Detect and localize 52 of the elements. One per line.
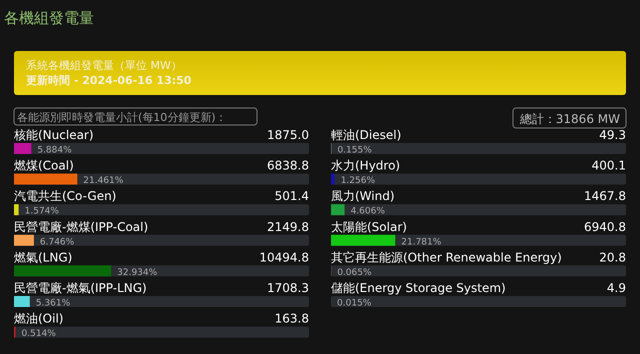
category-label: 儲能(Energy Storage System) (331, 281, 506, 295)
data-label: 1.574% (24, 206, 60, 217)
annotation: 總計：31866 MW (518, 112, 620, 126)
category-label: 燃氣(LNG) (14, 250, 72, 264)
annotation: 49.3 (599, 128, 626, 142)
data-label: 4.606% (350, 206, 386, 217)
data-label: 1.256% (340, 176, 376, 186)
data-label: 32.934% (117, 268, 158, 278)
data-label: 0.065% (337, 268, 372, 278)
bar (14, 204, 19, 216)
category-label: 燃煤(Coal) (14, 158, 74, 173)
chart-subtitle: 系統各機組發電量（單位 MW） (26, 59, 182, 72)
bar (14, 234, 34, 246)
bar (14, 174, 78, 185)
annotation: 各能源別即時發電量小計(每10分鐘更新)： (17, 111, 227, 124)
annotation: 163.8 (274, 312, 309, 326)
data-label: 21.461% (83, 176, 124, 186)
data-label: 0.514% (22, 329, 56, 340)
data-label: 0.155% (337, 146, 372, 156)
annotation: 2149.8 (267, 220, 309, 234)
bar (14, 296, 30, 307)
category-label: 民營電廠-燃氣(IPP-LNG) (14, 281, 147, 295)
bar (331, 204, 345, 216)
annotation: 10494.8 (259, 250, 309, 264)
category-label: 燃油(Oil) (14, 312, 64, 326)
annotation: 6940.8 (584, 220, 626, 234)
chart-title: 各機組發電量 (4, 9, 94, 27)
annotation: 20.8 (599, 250, 626, 264)
annotation: 400.1 (592, 158, 626, 173)
annotation: 1875.0 (267, 128, 309, 142)
category-label: 太陽能(Solar) (331, 220, 407, 234)
data-label: 5.361% (36, 298, 71, 308)
category-label: 汽電共生(Co-Gen) (14, 189, 116, 204)
annotation: 1708.3 (267, 281, 309, 295)
data-label: 21.781% (401, 237, 442, 248)
category-label: 輕油(Diesel) (331, 128, 402, 142)
data-label: 6.746% (40, 237, 75, 248)
data-label: 5.884% (37, 146, 72, 156)
data-label: 0.015% (337, 298, 372, 308)
bar (331, 234, 396, 246)
annotation: 4.9 (606, 281, 626, 295)
text: 更新時間 - 2024-06-16 13:50 (26, 74, 192, 87)
annotation: 6838.8 (267, 158, 309, 173)
category-label: 其它再生能源(Other Renewable Energy) (331, 250, 562, 264)
bar (14, 143, 32, 154)
annotation: 501.4 (274, 189, 309, 204)
annotation: 1467.8 (584, 189, 626, 204)
category-label: 核能(Nuclear) (14, 128, 94, 142)
category-label: 風力(Wind) (331, 189, 395, 204)
bar (331, 174, 335, 185)
category-label: 民營電廠-燃煤(IPP-Coal) (14, 220, 148, 234)
category-label: 水力(Hydro) (331, 158, 400, 173)
